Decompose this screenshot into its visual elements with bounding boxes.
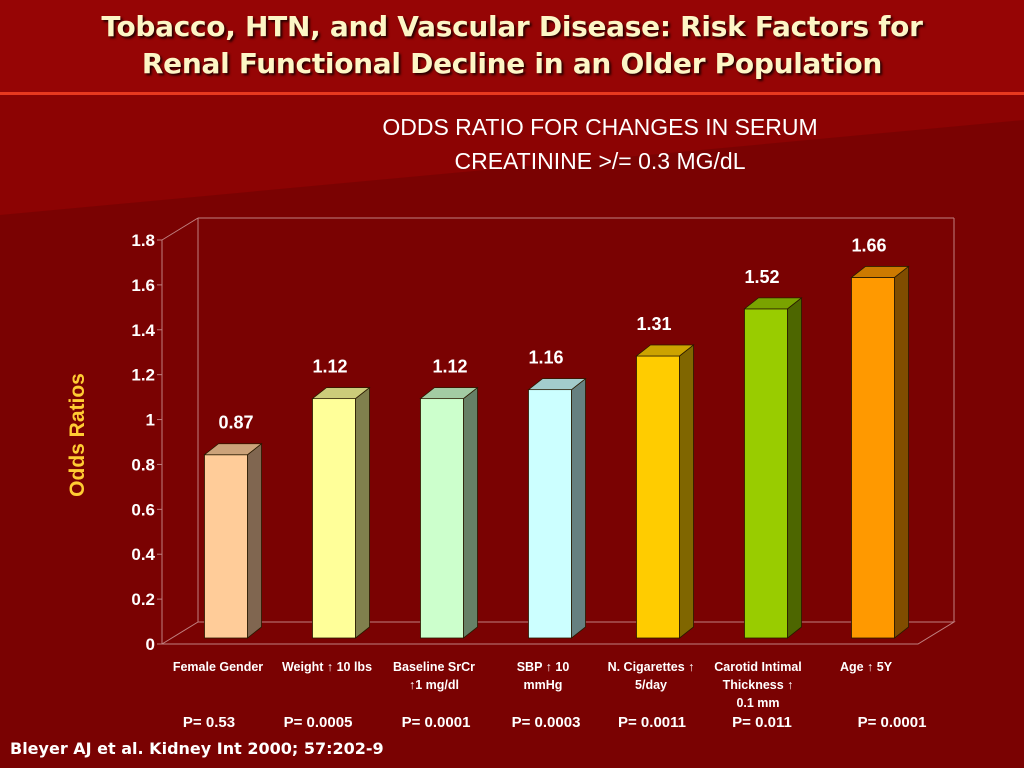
category-label-line: SBP ↑ 10: [517, 660, 570, 674]
y-axis-title: Odds Ratios: [66, 373, 89, 497]
category-label: Baseline SrCr ↑1 mg/dl: [393, 660, 475, 692]
p-value-label: P= 0.0005: [283, 714, 353, 731]
y-tick-label: 1.4: [131, 321, 155, 340]
category-label-line: ↑1 mg/dl: [409, 678, 459, 692]
bar-value-label: 0.87: [218, 413, 253, 433]
bar-side: [247, 442, 262, 639]
category-label-line: 5/day: [635, 678, 667, 692]
bar-top: [203, 443, 263, 456]
y-tick-label: 1.8: [131, 231, 155, 250]
bar-side: [463, 386, 478, 639]
category-label-line: Carotid Intimal: [714, 660, 802, 674]
bar-value-label: 1.52: [744, 267, 779, 287]
bar-front: [204, 454, 248, 639]
p-value-label: P= 0.0003: [511, 714, 581, 731]
bar-value-label: 1.12: [432, 357, 467, 377]
bar-front: [420, 398, 464, 639]
p-value-label: P= 0.0001: [401, 714, 471, 731]
category-label: Female Gender: [173, 660, 263, 674]
background-wedge: [0, 95, 1024, 215]
y-tick-label: 1.6: [131, 276, 155, 295]
y-tick-label: 1.2: [131, 366, 155, 385]
category-label: Age ↑ 5Y: [840, 660, 893, 674]
bar-front: [528, 389, 572, 639]
y-tick-label: 0.8: [131, 455, 155, 474]
bar-top: [527, 378, 587, 391]
category-label-line: Weight ↑ 10 lbs: [282, 660, 372, 674]
category-label: N. Cigarettes ↑ 5/day: [608, 660, 695, 692]
category-label-line: mmHg: [524, 678, 563, 692]
bar-side: [571, 377, 586, 639]
y-tick-label: 0.4: [131, 545, 155, 564]
bar-value-label: 1.66: [851, 235, 886, 255]
bar-top: [311, 387, 371, 400]
bar-side: [894, 265, 909, 639]
y-tick-label: 0.2: [131, 590, 155, 609]
bar-value-label: 1.16: [528, 348, 563, 368]
bar-front: [744, 308, 788, 639]
bar-front: [636, 355, 680, 639]
category-label-line: Baseline SrCr: [393, 660, 475, 674]
title-underline: [0, 92, 1024, 95]
bar-top: [850, 266, 910, 278]
y-tick-label: 1: [146, 411, 155, 430]
bar-side: [679, 344, 694, 639]
y-tick-label: 0.6: [131, 500, 155, 519]
bar-side: [787, 297, 802, 639]
bar-front: [312, 398, 356, 639]
bar-side: [355, 386, 370, 639]
category-label: Carotid Intimal Thickness ↑ 0.1 mm: [714, 660, 802, 710]
bar-top: [743, 297, 803, 310]
title-band: [0, 0, 1024, 95]
p-value-label: P= 0.53: [182, 714, 236, 731]
category-label-line: Thickness ↑: [723, 678, 794, 692]
category-label: Weight ↑ 10 lbs: [282, 660, 372, 674]
category-label-line: Female Gender: [173, 660, 263, 674]
y-tick-label: 0: [146, 635, 155, 654]
back-wall-corner: [161, 217, 199, 241]
p-value-label: P= 0.0001: [857, 714, 927, 731]
slide-title: Tobacco, HTN, and Vascular Disease: Risk…: [101, 10, 923, 80]
p-value-label: P= 0.011: [732, 714, 792, 731]
bar-value-label: 1.12: [312, 357, 347, 377]
bar-top: [635, 344, 695, 357]
bar-top: [419, 387, 479, 400]
category-label-line: N. Cigarettes ↑: [608, 660, 695, 674]
bar-front: [851, 277, 895, 639]
category-label: SBP ↑ 10 mmHg: [517, 660, 570, 692]
bar-value-label: 1.31: [636, 314, 671, 334]
p-value-label: P= 0.0011: [618, 714, 686, 731]
category-label-line: 0.1 mm: [736, 696, 779, 710]
citation: Bleyer AJ et al. Kidney Int 2000; 57:202…: [10, 739, 384, 758]
chart-title: ODDS RATIO FOR CHANGES IN SERUM CREATINI…: [382, 114, 818, 174]
category-label-line: Age ↑ 5Y: [840, 660, 893, 674]
